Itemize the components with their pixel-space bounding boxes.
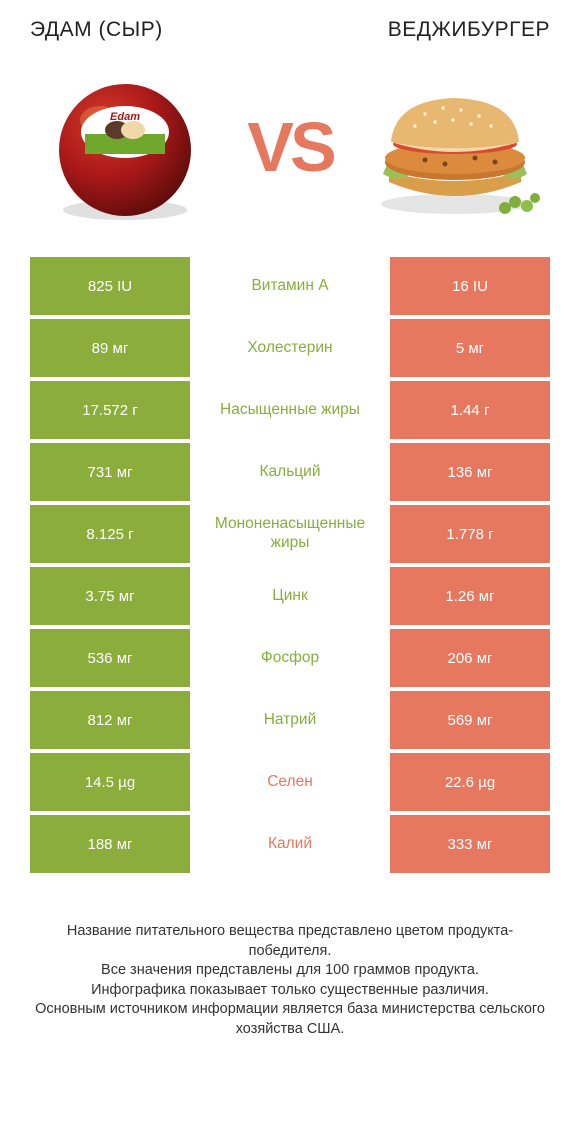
value-right: 16 IU xyxy=(390,257,550,315)
nutrient-label: Селен xyxy=(190,753,390,811)
table-row: 825 IUВитамин A16 IU xyxy=(30,257,550,315)
table-row: 8.125 гМононенасыщенные жиры1.778 г xyxy=(30,505,550,563)
value-right: 1.26 мг xyxy=(390,567,550,625)
value-left: 825 IU xyxy=(30,257,190,315)
nutrient-label: Витамин A xyxy=(190,257,390,315)
value-right: 22.6 µg xyxy=(390,753,550,811)
table-row: 731 мгКальций136 мг xyxy=(30,443,550,501)
value-left: 3.75 мг xyxy=(30,567,190,625)
burger-image xyxy=(365,72,545,222)
nutrition-table: 825 IUВитамин A16 IU89 мгХолестерин5 мг1… xyxy=(0,257,580,873)
title-right: ВЕДЖИБУРГЕР xyxy=(388,18,550,42)
cheese-image: Edam xyxy=(35,72,215,222)
value-left: 188 мг xyxy=(30,815,190,873)
footer-line: Название питательного вещества представл… xyxy=(30,922,550,961)
value-right: 5 мг xyxy=(390,319,550,377)
value-right: 1.778 г xyxy=(390,505,550,563)
footer-line: Все значения представлены для 100 граммо… xyxy=(30,961,550,981)
value-right: 206 мг xyxy=(390,629,550,687)
nutrient-label: Цинк xyxy=(190,567,390,625)
value-left: 14.5 µg xyxy=(30,753,190,811)
value-right: 1.44 г xyxy=(390,381,550,439)
value-right: 136 мг xyxy=(390,443,550,501)
table-row: 812 мгНатрий569 мг xyxy=(30,691,550,749)
nutrient-label: Холестерин xyxy=(190,319,390,377)
nutrient-label: Насыщенные жиры xyxy=(190,381,390,439)
comparison-images: Edam VS xyxy=(0,52,580,257)
nutrient-label: Кальций xyxy=(190,443,390,501)
nutrient-label: Фосфор xyxy=(190,629,390,687)
value-left: 8.125 г xyxy=(30,505,190,563)
table-row: 14.5 µgСелен22.6 µg xyxy=(30,753,550,811)
value-left: 731 мг xyxy=(30,443,190,501)
value-left: 17.572 г xyxy=(30,381,190,439)
value-left: 89 мг xyxy=(30,319,190,377)
nutrient-label: Натрий xyxy=(190,691,390,749)
table-row: 17.572 гНасыщенные жиры1.44 г xyxy=(30,381,550,439)
nutrient-label: Мононенасыщенные жиры xyxy=(190,505,390,563)
table-row: 89 мгХолестерин5 мг xyxy=(30,319,550,377)
value-left: 812 мг xyxy=(30,691,190,749)
table-row: 188 мгКалий333 мг xyxy=(30,815,550,873)
footer-line: Инфографика показывает только существенн… xyxy=(30,981,550,1001)
table-row: 3.75 мгЦинк1.26 мг xyxy=(30,567,550,625)
title-left: ЭДАМ (СЫР) xyxy=(30,18,163,42)
svg-text:Edam: Edam xyxy=(110,111,140,123)
value-right: 333 мг xyxy=(390,815,550,873)
table-row: 536 мгФосфор206 мг xyxy=(30,629,550,687)
footer-text: Название питательного вещества представл… xyxy=(0,877,580,1059)
value-left: 536 мг xyxy=(30,629,190,687)
header: ЭДАМ (СЫР) ВЕДЖИБУРГЕР xyxy=(0,0,580,52)
footer-line: Основным источником информации является … xyxy=(30,1000,550,1039)
nutrient-label: Калий xyxy=(190,815,390,873)
value-right: 569 мг xyxy=(390,691,550,749)
vs-label: VS xyxy=(247,107,332,187)
